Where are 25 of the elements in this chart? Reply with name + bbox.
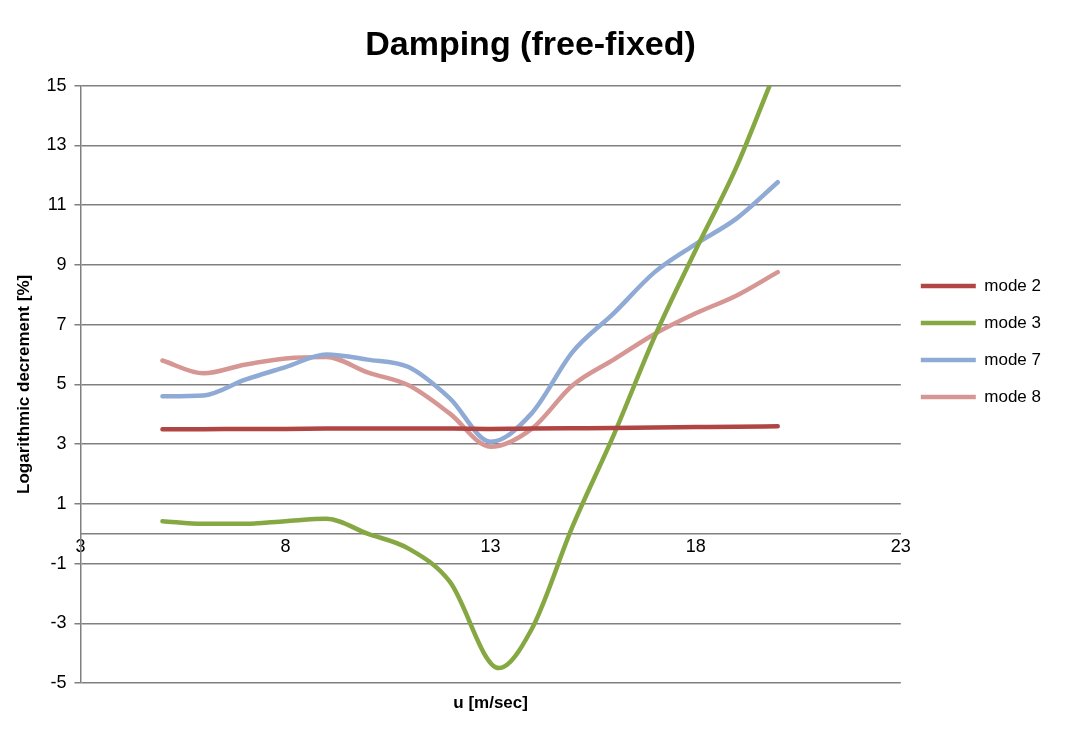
line-series: [160, 269, 780, 450]
line-series: [160, 180, 780, 444]
y-tick-label: 7: [56, 313, 67, 334]
y-tick-label: 9: [56, 253, 67, 274]
y-tick-label: 3: [56, 433, 67, 454]
y-tick-label: -5: [50, 671, 67, 692]
x-tick-label: 23: [890, 536, 911, 557]
legend-label: mode 7: [984, 349, 1041, 369]
y-tick-label: 1: [56, 492, 67, 513]
x-tick-label: 8: [280, 536, 291, 557]
y-tick-label: 11: [47, 194, 67, 215]
line-series: [160, 85, 772, 671]
legend-label: mode 3: [984, 312, 1041, 332]
y-axis-title: Logarithmic decrement [%]: [13, 274, 33, 494]
y-tick-label: 5: [56, 373, 67, 394]
y-tick-label: 13: [46, 134, 67, 155]
legend-label: mode 8: [984, 386, 1041, 406]
y-tick-label: -3: [50, 612, 67, 633]
x-tick-label: 18: [685, 536, 706, 557]
y-tick-label: -1: [50, 552, 67, 573]
x-tick-label: 13: [480, 536, 501, 557]
x-axis-title: u [m/sec]: [453, 693, 528, 713]
legend-label: mode 2: [984, 275, 1041, 295]
y-tick-label: 15: [46, 74, 67, 95]
chart-title: Damping (free-fixed): [365, 23, 696, 62]
